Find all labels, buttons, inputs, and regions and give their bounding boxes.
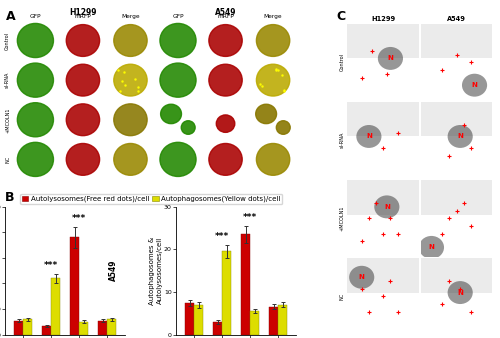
Text: N: N [472,82,478,88]
Ellipse shape [209,64,242,96]
Bar [420,102,492,137]
Text: H1299: H1299 [371,16,396,22]
Ellipse shape [18,23,54,57]
Bar [348,24,419,58]
Ellipse shape [114,143,147,175]
Ellipse shape [18,103,54,137]
Ellipse shape [66,143,100,175]
Text: Merge: Merge [264,14,282,19]
Text: N: N [366,134,372,140]
Text: ***: *** [243,213,257,222]
Bar [278,305,287,335]
Text: Merge: Merge [121,14,140,19]
Bar [79,322,88,335]
Y-axis label: Autophagosomes &
Autolysosomes/cell: Autophagosomes & Autolysosomes/cell [150,237,162,305]
Text: C: C [336,10,345,23]
Ellipse shape [448,281,473,304]
Text: Control: Control [340,53,344,71]
Ellipse shape [349,266,374,289]
Text: N: N [388,55,394,62]
Ellipse shape [209,25,242,56]
Bar [348,102,419,137]
Text: B: B [5,191,15,204]
Ellipse shape [256,64,290,96]
Ellipse shape [378,47,403,70]
Text: NC: NC [340,293,344,300]
Bar [107,319,116,335]
Bar [42,325,51,335]
Text: Control: Control [5,31,10,50]
Ellipse shape [276,121,290,134]
Ellipse shape [462,74,487,97]
Bar [51,278,60,335]
Bar [194,305,203,335]
Text: A549: A549 [447,16,466,22]
Bar [185,303,194,335]
Ellipse shape [160,142,196,176]
Ellipse shape [66,104,100,136]
Bar [14,320,23,335]
Bar [241,234,250,335]
Ellipse shape [374,195,400,218]
Text: N: N [359,274,364,280]
Bar [23,319,32,335]
Text: GFP: GFP [30,14,41,19]
Bar [269,307,278,335]
Text: N: N [384,204,390,210]
Ellipse shape [256,25,290,56]
Text: N: N [457,290,463,295]
Legend: Autolysosomes(Free red dots)/cell, Autophagosomes(Yellow dots)/cell: Autolysosomes(Free red dots)/cell, Autop… [20,194,282,204]
Text: H1299: H1299 [69,8,96,17]
Ellipse shape [160,23,196,57]
Text: N: N [428,244,434,250]
Text: ***: *** [72,214,86,223]
Ellipse shape [18,63,54,97]
Bar [420,258,492,293]
Text: mRFP: mRFP [217,14,234,19]
Ellipse shape [18,142,54,176]
Ellipse shape [114,64,147,96]
Bar [70,237,79,335]
Ellipse shape [160,104,182,124]
Ellipse shape [419,236,444,259]
Bar [98,320,107,335]
Ellipse shape [66,64,100,96]
Ellipse shape [181,121,195,134]
Text: A549: A549 [109,260,118,281]
Ellipse shape [209,143,242,175]
Text: A: A [6,10,15,23]
Ellipse shape [66,25,100,56]
Ellipse shape [216,115,235,132]
Text: +MCOLN1: +MCOLN1 [340,206,344,231]
Text: NC: NC [5,156,10,163]
Bar [222,251,231,335]
Bar [213,322,222,335]
Ellipse shape [448,125,473,148]
Text: mRFP: mRFP [74,14,92,19]
Ellipse shape [114,25,147,56]
Text: A549: A549 [215,8,236,17]
Bar [420,24,492,58]
Text: GFP: GFP [172,14,184,19]
Bar [348,180,419,215]
Bar [420,180,492,215]
Ellipse shape [256,104,276,124]
Text: ***: *** [215,232,229,241]
Ellipse shape [356,125,382,148]
Ellipse shape [160,63,196,97]
Text: +MCOLN1: +MCOLN1 [5,107,10,132]
Text: sI-RNA: sI-RNA [340,132,344,148]
Text: N: N [457,134,463,140]
Bar [250,311,259,335]
Text: sI-RNA: sI-RNA [5,72,10,88]
Ellipse shape [256,143,290,175]
Bar [348,258,419,293]
Text: ***: *** [44,261,59,270]
Ellipse shape [114,104,147,136]
